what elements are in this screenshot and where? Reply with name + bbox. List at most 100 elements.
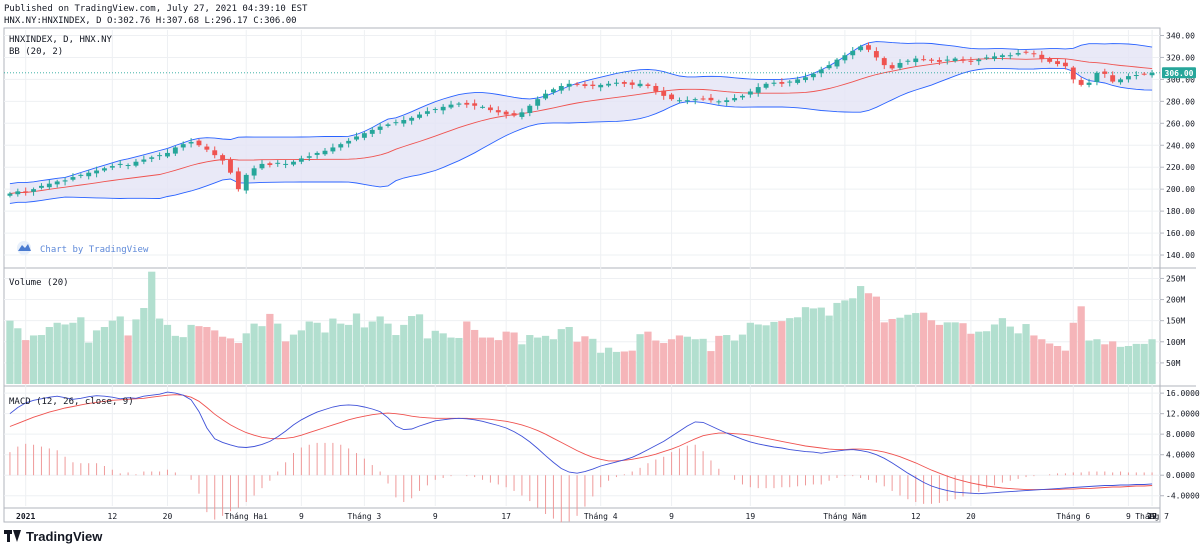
candle-body (1023, 51, 1029, 53)
legend-symbol[interactable]: HNXINDEX, D, HNX.NY (9, 35, 113, 45)
volume-bar (29, 335, 38, 384)
volume-bar (408, 316, 416, 384)
candle-body (267, 163, 273, 166)
price-axis-tick-label: 320.00 (1166, 53, 1195, 62)
volume-bar (589, 338, 597, 384)
volume-bar (368, 321, 376, 384)
volume-bar (392, 335, 400, 384)
volume-bar (943, 322, 951, 384)
volume-bar (329, 318, 337, 384)
candle-body (818, 69, 824, 74)
volume-bar (37, 335, 46, 384)
legend-volume[interactable]: Volume (20) (9, 278, 69, 288)
time-axis-label: 9 (299, 512, 304, 521)
candle-body (409, 117, 415, 121)
candle-body (180, 144, 186, 148)
volume-bar (510, 332, 518, 384)
tradingview-logo[interactable]: TradingView (4, 527, 102, 545)
candle-body (46, 183, 52, 188)
macd-axis-tick-label: 16.0000 (1166, 389, 1200, 398)
volume-bar (959, 323, 967, 384)
volume-bar (171, 335, 179, 384)
volume-axis-tick-label: 50M (1166, 359, 1181, 368)
time-axis-label: 20 (163, 512, 173, 521)
volume-bar (478, 337, 487, 384)
time-axis-label: 9 (669, 512, 674, 521)
volume-bar (935, 324, 944, 384)
time-axis-label: 17 (1147, 512, 1157, 521)
volume-bar (809, 308, 817, 384)
volume-bar (849, 298, 857, 384)
candle-body (314, 152, 320, 155)
candle-body (889, 65, 895, 69)
legend-macd[interactable]: MACD (12, 26, close, 9) (9, 397, 134, 407)
volume-bar (1148, 339, 1156, 384)
candle-body (936, 60, 942, 62)
candle-body (873, 51, 879, 58)
candle-body (976, 59, 982, 62)
volume-bar (864, 293, 873, 384)
volume-bar (730, 340, 739, 384)
candle-body (629, 82, 635, 85)
candle-body (1149, 72, 1155, 76)
volume-bar (1014, 333, 1022, 384)
volume-bar (1116, 346, 1125, 384)
time-axis-label: 17 (501, 512, 511, 521)
volume-bar (431, 330, 439, 384)
volume-bar (352, 313, 361, 384)
candle-body (771, 82, 777, 84)
candle-body (1086, 82, 1092, 85)
candle-body (1118, 79, 1123, 83)
volume-bar (1038, 339, 1046, 384)
candle-body (747, 91, 753, 95)
volume-bar (360, 327, 369, 384)
candle-body (708, 97, 714, 101)
volume-bar (423, 338, 432, 384)
candle-body (905, 60, 911, 62)
volume-bar (289, 334, 298, 384)
last-price-marker: 306.00 (1162, 67, 1196, 79)
candle-body (62, 180, 68, 182)
volume-bar (683, 336, 691, 384)
candle-body (779, 82, 785, 84)
candle-body (243, 174, 249, 191)
candle-body (984, 57, 990, 59)
volume-bar (557, 329, 565, 384)
volume-bar (762, 325, 770, 384)
volume-bar (1061, 350, 1070, 384)
candle-body (417, 114, 422, 118)
volume-bar (45, 327, 53, 384)
candle-body (787, 81, 793, 83)
volume-bar (628, 350, 636, 384)
volume-bar (337, 323, 345, 384)
candle-body (795, 79, 801, 83)
candle-body (1007, 55, 1013, 57)
volume-bar (1101, 344, 1109, 384)
time-axis: 2021 12 20 Tháng Hai 9 Tháng 3 9 17 Tháng 4 9 19 Th… (16, 512, 1169, 521)
volume-bar (770, 321, 778, 384)
candle-body (54, 181, 60, 185)
volume-bar (274, 323, 282, 384)
candle-body (440, 106, 446, 111)
candle-body (1055, 61, 1060, 65)
legend-bb[interactable]: BB (20, 2) (9, 47, 63, 57)
candle-body (330, 147, 336, 152)
volume-bar (1046, 343, 1054, 384)
candle-body (519, 112, 525, 117)
volume-bar (738, 334, 747, 384)
candle-body (109, 166, 115, 168)
volume-bar (313, 322, 321, 384)
volume-bar (888, 318, 896, 384)
candle-body (558, 85, 564, 91)
macd-axis-tick-label: 12.0000 (1166, 410, 1200, 419)
candle-body (432, 109, 438, 111)
candle-body (858, 46, 864, 51)
price-axis-tick-label: 240.00 (1166, 141, 1195, 150)
candle-body (1133, 75, 1139, 77)
volume-bar (494, 340, 502, 384)
time-axis-label: 20 (966, 512, 976, 521)
volume-bar (187, 324, 195, 384)
volume-bar (100, 327, 109, 384)
volume-bar (400, 324, 408, 384)
